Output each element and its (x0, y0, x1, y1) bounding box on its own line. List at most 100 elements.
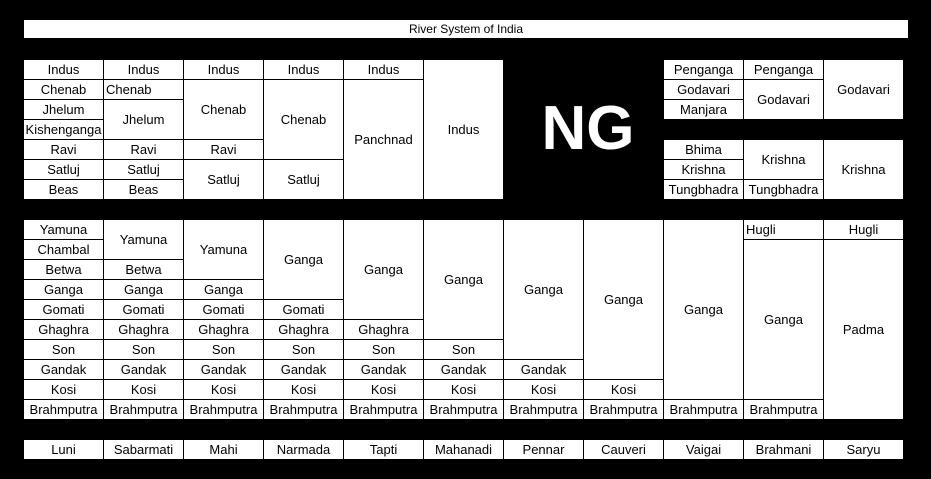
river-cell[interactable]: Godavari (824, 60, 903, 119)
river-cell[interactable]: Ganga (504, 220, 583, 359)
river-cell[interactable]: Betwa (24, 260, 103, 279)
river-cell[interactable]: Gomati (24, 300, 103, 319)
river-cell[interactable]: Indus (24, 60, 103, 79)
river-cell[interactable]: Saryu (824, 440, 903, 459)
river-cell[interactable]: Gomati (104, 300, 183, 319)
river-cell[interactable]: Vaigai (664, 440, 743, 459)
river-cell[interactable]: Hugli (824, 220, 903, 239)
river-cell[interactable]: Ganga (24, 280, 103, 299)
river-cell[interactable]: Satluj (104, 160, 183, 179)
river-cell[interactable]: Gandak (344, 360, 423, 379)
river-cell[interactable]: Son (424, 340, 503, 359)
river-cell[interactable]: Krishna (664, 160, 743, 179)
river-cell[interactable]: Manjara (664, 100, 743, 119)
river-cell[interactable]: Gandak (184, 360, 263, 379)
river-cell[interactable]: Satluj (264, 160, 343, 199)
river-cell[interactable]: Indus (184, 60, 263, 79)
river-cell[interactable]: Indus (264, 60, 343, 79)
river-cell[interactable]: Ghaghra (184, 320, 263, 339)
river-cell[interactable]: Kosi (504, 380, 583, 399)
river-cell[interactable]: Ganga (584, 220, 663, 379)
river-cell[interactable]: Beas (104, 180, 183, 199)
river-cell[interactable]: Brahmani (744, 440, 823, 459)
river-cell[interactable]: Ghaghra (264, 320, 343, 339)
river-cell[interactable]: Gandak (424, 360, 503, 379)
river-cell[interactable]: Beas (24, 180, 103, 199)
river-cell[interactable]: Penganga (664, 60, 743, 79)
river-cell[interactable]: Son (104, 340, 183, 359)
river-cell[interactable]: Penganga (744, 60, 823, 79)
river-cell[interactable]: Ganga (104, 280, 183, 299)
river-cell[interactable]: Gandak (24, 360, 103, 379)
river-cell[interactable]: Indus (344, 60, 423, 79)
river-cell[interactable]: Padma (824, 240, 903, 419)
river-cell[interactable]: Panchnad (344, 80, 423, 199)
river-cell[interactable]: Brahmputra (424, 400, 503, 419)
river-cell[interactable]: Pennar (504, 440, 583, 459)
river-cell[interactable]: Godavari (744, 80, 823, 119)
river-cell[interactable]: Son (24, 340, 103, 359)
river-cell[interactable]: Ravi (24, 140, 103, 159)
river-cell[interactable]: Indus (424, 60, 503, 199)
river-cell[interactable]: Ghaghra (344, 320, 423, 339)
river-cell[interactable]: Tungbhadra (664, 180, 743, 199)
river-cell[interactable]: Sabarmati (104, 440, 183, 459)
river-cell[interactable]: Brahmputra (584, 400, 663, 419)
river-cell[interactable]: Ravi (104, 140, 183, 159)
river-cell[interactable]: Gomati (264, 300, 343, 319)
river-cell[interactable]: Ganga (744, 240, 823, 399)
river-cell[interactable]: Godavari (664, 80, 743, 99)
river-cell[interactable]: Satluj (24, 160, 103, 179)
river-cell[interactable]: Ghaghra (104, 320, 183, 339)
river-cell[interactable]: Ganga (344, 220, 423, 319)
river-cell[interactable]: Satluj (184, 160, 263, 199)
river-cell[interactable]: Kosi (104, 380, 183, 399)
river-cell[interactable]: Ganga (424, 220, 503, 339)
river-cell[interactable]: Yamuna (184, 220, 263, 279)
river-cell[interactable]: Brahmputra (744, 400, 823, 419)
river-cell[interactable]: Cauveri (584, 440, 663, 459)
river-cell[interactable]: Chenab (24, 80, 103, 99)
river-cell[interactable]: Kosi (424, 380, 503, 399)
river-cell[interactable]: Yamuna (24, 220, 103, 239)
river-cell[interactable]: Brahmputra (264, 400, 343, 419)
river-cell[interactable]: Kosi (344, 380, 423, 399)
river-cell[interactable]: Yamuna (104, 220, 183, 259)
river-cell[interactable]: Kosi (184, 380, 263, 399)
river-cell[interactable]: Ghaghra (24, 320, 103, 339)
river-cell[interactable]: Chenab (264, 80, 343, 159)
river-cell[interactable]: Kosi (584, 380, 663, 399)
river-cell[interactable]: Brahmputra (24, 400, 103, 419)
river-cell[interactable]: Ravi (184, 140, 263, 159)
river-cell[interactable]: Son (264, 340, 343, 359)
river-cell[interactable]: Narmada (264, 440, 343, 459)
river-cell[interactable]: Tungbhadra (744, 180, 823, 199)
river-cell[interactable]: Mahanadi (424, 440, 503, 459)
river-cell[interactable]: Indus (104, 60, 183, 79)
river-cell[interactable]: Gomati (184, 300, 263, 319)
river-cell[interactable]: Chenab (104, 80, 183, 99)
river-cell[interactable]: Ganga (264, 220, 343, 299)
river-cell[interactable]: Brahmputra (184, 400, 263, 419)
river-cell[interactable]: Gandak (504, 360, 583, 379)
river-cell[interactable]: Brahmputra (664, 400, 743, 419)
river-cell[interactable]: Kosi (24, 380, 103, 399)
river-cell[interactable]: Kosi (264, 380, 343, 399)
river-cell[interactable]: Ganga (664, 220, 743, 399)
river-cell[interactable]: Betwa (104, 260, 183, 279)
river-cell[interactable]: Mahi (184, 440, 263, 459)
river-cell[interactable]: Krishna (744, 140, 823, 179)
river-cell[interactable]: Gandak (104, 360, 183, 379)
river-cell[interactable]: Hugli (744, 220, 823, 239)
river-cell[interactable]: Son (184, 340, 263, 359)
river-cell[interactable]: Ganga (184, 280, 263, 299)
river-cell[interactable]: Jhelum (104, 100, 183, 139)
river-cell[interactable]: Jhelum (24, 100, 103, 119)
river-cell[interactable]: Brahmputra (104, 400, 183, 419)
river-cell[interactable]: Son (344, 340, 423, 359)
river-cell[interactable]: Brahmputra (504, 400, 583, 419)
river-cell[interactable]: Brahmputra (344, 400, 423, 419)
river-cell[interactable]: Bhima (664, 140, 743, 159)
river-cell[interactable]: Tapti (344, 440, 423, 459)
river-cell[interactable]: Chenab (184, 80, 263, 139)
